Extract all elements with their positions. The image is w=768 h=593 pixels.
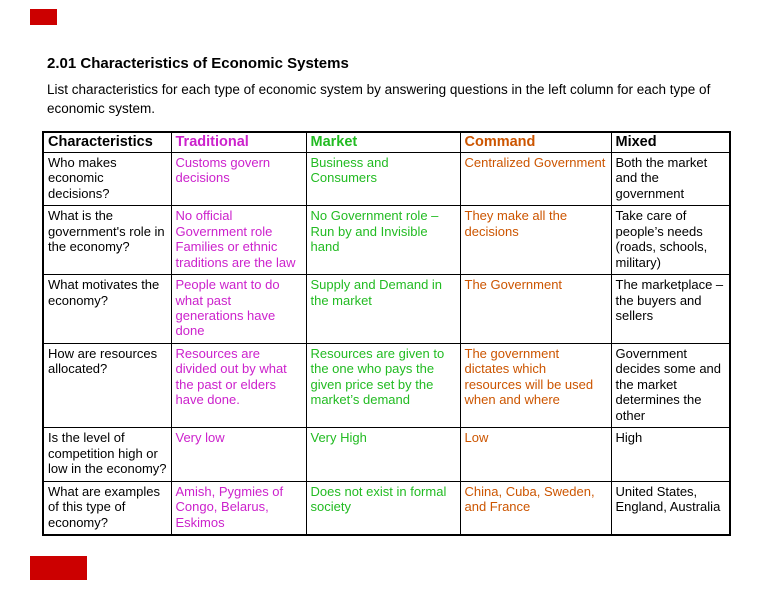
command-cell: China, Cuba, Sweden, and France xyxy=(459,480,612,536)
market-cell: Business and Consumers xyxy=(305,151,461,207)
traditional-cell: Customs govern decisions xyxy=(170,151,307,207)
command-cell: The government dictates which resources … xyxy=(459,342,612,429)
page-subtitle: List characteristics for each type of ec… xyxy=(47,82,711,116)
mixed-cell: Take care of people’s needs (roads, scho… xyxy=(610,205,731,276)
mixed-cell: Government decides some and the market d… xyxy=(610,342,731,429)
table-row: Who makes economic decisions? Customs go… xyxy=(42,151,731,207)
table-row: What are examples of this type of econom… xyxy=(42,480,731,536)
market-cell: Resources are given to the one who pays … xyxy=(305,342,461,429)
traditional-cell: Resources are divided out by what the pa… xyxy=(170,342,307,429)
market-cell: Very High xyxy=(305,427,461,482)
command-cell: Centralized Government xyxy=(459,151,612,207)
column-header-command: Command xyxy=(459,131,612,153)
header-row: Characteristics Traditional Market Comma… xyxy=(42,131,731,153)
table-row: How are resources allocated? Resources a… xyxy=(42,342,731,429)
traditional-cell: People want to do what past generations … xyxy=(170,274,307,344)
column-header-characteristics: Characteristics xyxy=(42,131,172,153)
command-cell: They make all the decisions xyxy=(459,205,612,276)
traditional-cell: Amish, Pygmies of Congo, Belarus, Eskimo… xyxy=(170,480,307,536)
traditional-cell: No official Government role Families or … xyxy=(170,205,307,276)
question-cell: How are resources allocated? xyxy=(42,342,172,429)
page-title: 2.01 Characteristics of Economic Systems xyxy=(47,55,349,72)
table-row: What motivates the economy? People want … xyxy=(42,274,731,344)
column-header-market: Market xyxy=(305,131,461,153)
mixed-cell: United States, England, Australia xyxy=(610,480,731,536)
red-mark-top-left xyxy=(30,9,57,25)
traditional-cell: Very low xyxy=(170,427,307,482)
mixed-cell: Both the market and the government xyxy=(610,151,731,207)
question-cell: What are examples of this type of econom… xyxy=(42,480,172,536)
mixed-cell: High xyxy=(610,427,731,482)
column-header-traditional: Traditional xyxy=(170,131,307,153)
question-cell: What motivates the economy? xyxy=(42,274,172,344)
market-cell: Supply and Demand in the market xyxy=(305,274,461,344)
characteristics-table: Characteristics Traditional Market Comma… xyxy=(42,130,731,537)
market-cell: Does not exist in formal society xyxy=(305,480,461,536)
document-content: 2.01 Characteristics of Economic Systems… xyxy=(42,55,732,537)
red-mark-bottom-left xyxy=(30,556,87,580)
command-cell: Low xyxy=(459,427,612,482)
table-row: What is the government's role in the eco… xyxy=(42,205,731,276)
mixed-cell: The marketplace – the buyers and sellers xyxy=(610,274,731,344)
question-cell: What is the government's role in the eco… xyxy=(42,205,172,276)
question-cell: Is the level of competition high or low … xyxy=(42,427,172,482)
command-cell: The Government xyxy=(459,274,612,344)
table-row: Is the level of competition high or low … xyxy=(42,427,731,482)
market-cell: No Government role – Run by and Invisibl… xyxy=(305,205,461,276)
column-header-mixed: Mixed xyxy=(610,131,731,153)
question-cell: Who makes economic decisions? xyxy=(42,151,172,207)
